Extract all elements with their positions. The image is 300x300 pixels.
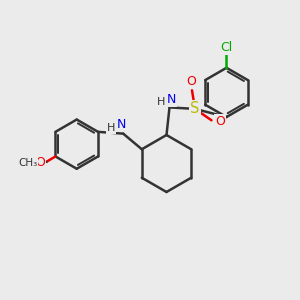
Text: S: S [190, 101, 200, 116]
Text: O: O [187, 75, 196, 88]
Text: H: H [107, 123, 116, 133]
Text: N: N [166, 93, 176, 106]
Text: O: O [35, 156, 45, 169]
Text: CH₃: CH₃ [18, 158, 38, 168]
Text: Cl: Cl [220, 41, 232, 54]
Text: O: O [215, 115, 225, 128]
Text: N: N [117, 118, 126, 131]
Text: H: H [157, 97, 165, 107]
